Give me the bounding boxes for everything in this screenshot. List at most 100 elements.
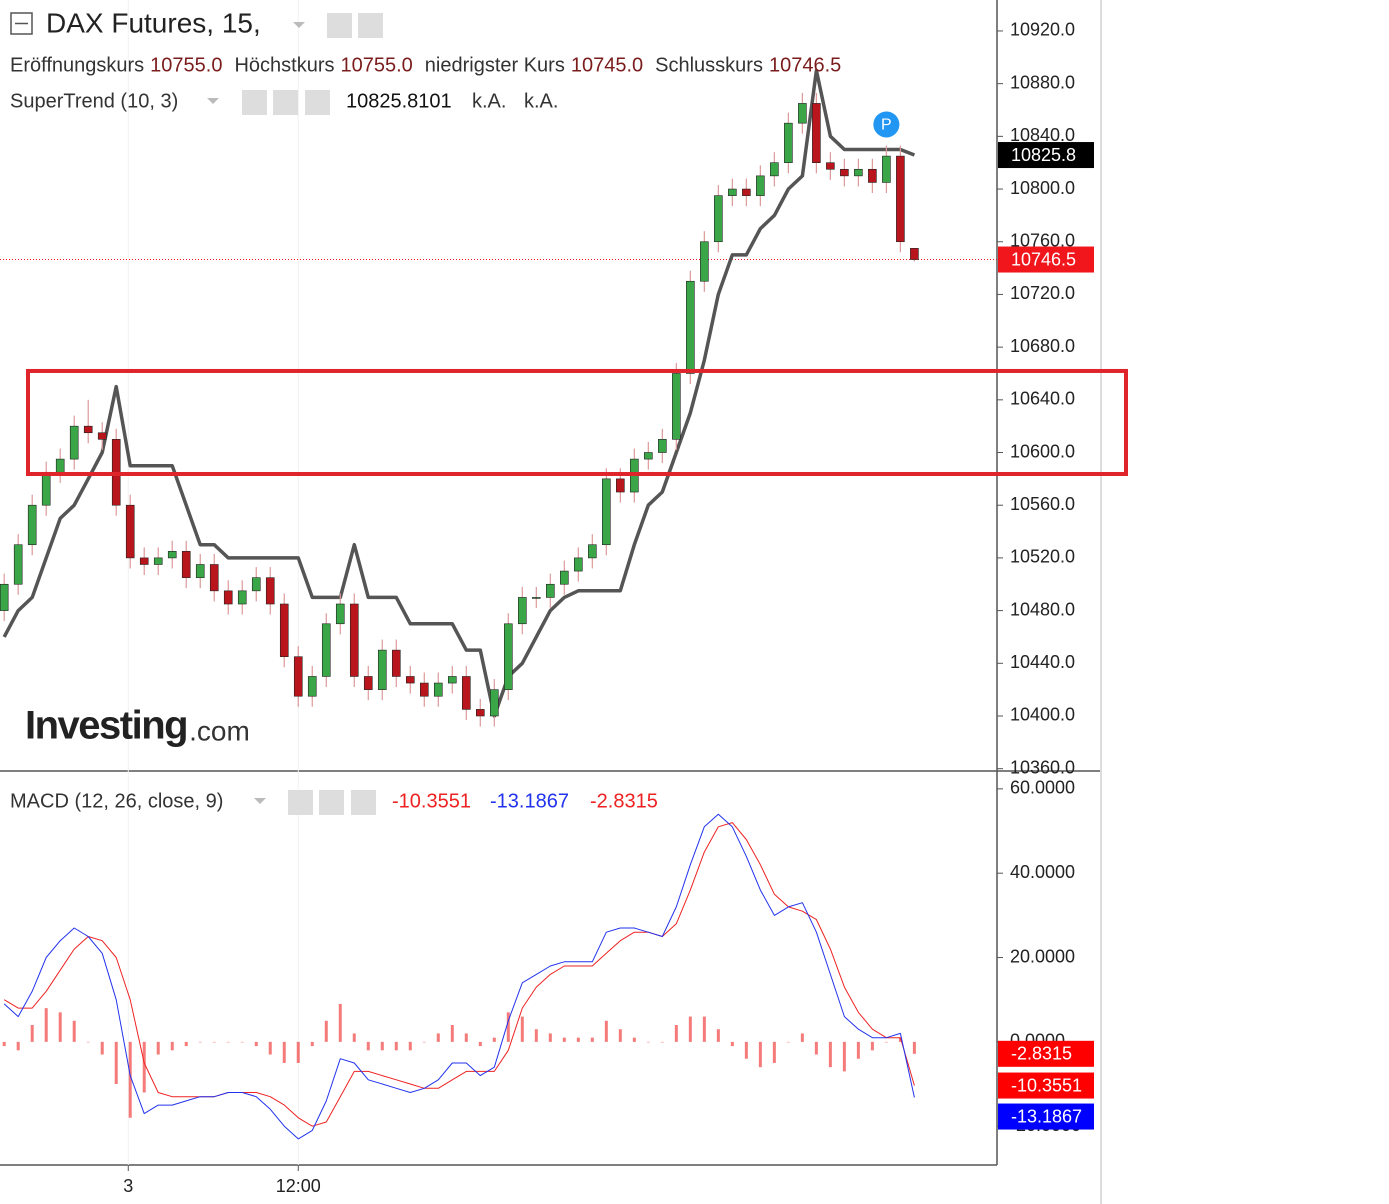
x-tick-label: 3 [123,1176,133,1196]
histogram-bar [842,1041,846,1072]
candle-body [644,452,653,460]
candle-body [826,162,835,170]
ohlc-label: Eröffnungskurs [10,54,144,76]
histogram-bar [408,1041,412,1051]
histogram-bar [520,1016,524,1042]
ohlc-value: 10746.5 [769,54,841,76]
candle-body [223,590,233,605]
macd-line [3,813,915,1140]
y-tick-label: 10680.0 [1010,336,1075,356]
candle-body [504,623,513,690]
price-badge-label: -13.1867 [1011,1106,1082,1126]
ohlc-value: 10755.0 [150,54,222,76]
y-tick-label: 10760.0 [1010,230,1075,250]
histogram-bar [814,1041,818,1055]
histogram-bar [730,1041,734,1047]
eye-icon[interactable] [242,90,267,115]
histogram-bar [912,1041,916,1054]
supertrend-na: k.A. [472,90,506,112]
candle-body [405,676,415,684]
candle-body [840,168,849,177]
candle-body [0,583,9,611]
eye-icon[interactable] [327,13,352,38]
y-tick-label: 10640.0 [1010,389,1075,409]
supertrend-na: k.A. [524,90,558,112]
candle-body [419,682,429,697]
dropdown-caret[interactable] [207,98,219,104]
candle-body [602,478,611,546]
y-tick-label: 10880.0 [1010,72,1075,92]
y-tick-label: 20.0000 [1010,946,1075,966]
candle-body [391,649,401,677]
histogram-bar [618,1029,622,1042]
ohlc-label: Schlusskurs [655,54,763,76]
candle-body [307,676,317,697]
candle-body [910,248,919,260]
candle-body [854,168,863,177]
collapse-icon[interactable] [10,12,33,35]
histogram-bar [828,1041,832,1068]
histogram-bar [212,1041,216,1043]
histogram-bar [604,1020,608,1042]
y-tick-label: 10920.0 [1010,20,1075,40]
histogram-bar [282,1041,286,1063]
candle-body [489,689,499,717]
histogram-bar [772,1041,776,1063]
price-badge-label: 10825.8 [1011,145,1076,165]
histogram-bar [898,1037,902,1042]
candle-body [475,709,485,717]
price-badge-label: 10746.5 [1011,249,1076,269]
histogram-bar [184,1041,188,1047]
candle-body [13,544,23,585]
histogram-bar [394,1041,398,1051]
y-tick-label: 40.0000 [1010,862,1075,882]
candle-body [882,155,891,183]
price-badge [998,246,1094,273]
histogram-bar [660,1041,664,1043]
candle-body [672,373,681,440]
histogram-bar [534,1029,538,1042]
histogram-bar [464,1033,468,1042]
histogram-bar [716,1029,720,1042]
eye-icon[interactable] [288,790,313,815]
histogram-bar [674,1025,678,1042]
dropdown-caret[interactable] [254,798,266,804]
settings-icon[interactable] [319,790,344,815]
histogram-bar [590,1037,594,1042]
candle-body [69,425,79,460]
signal-line [3,822,915,1127]
histogram-bar [800,1033,804,1042]
histogram-bar [870,1041,874,1051]
candle-body [139,557,149,565]
histogram-bar [58,1012,62,1042]
histogram-bar [2,1041,6,1047]
remove-icon[interactable] [351,790,376,815]
y-tick-label: 10360.0 [1010,757,1075,777]
candle-body [195,564,205,578]
x-tick-label: 12:00 [276,1176,321,1196]
histogram-bar [422,1041,426,1043]
settings-icon[interactable] [358,13,383,38]
pivot-marker-label: P [881,117,892,134]
y-tick-label: 10440.0 [1010,652,1075,672]
candle-body [41,471,51,506]
candle-body [237,590,247,605]
settings-icon[interactable] [273,90,298,115]
remove-icon[interactable] [305,90,330,115]
histogram-bar [170,1041,174,1051]
histogram-bar [478,1041,482,1047]
dropdown-caret[interactable] [293,22,305,28]
plot-layer: 3 12:00 10360.0 10400.0 10440.0 10480.0 10520.… [0,0,1128,1196]
histogram-bar [632,1037,636,1042]
macd-legend-value: -10.3551 [392,790,471,812]
price-badge-label: -10.3551 [1011,1075,1082,1095]
candle-body [574,557,583,572]
candle-body [784,122,793,163]
price-badge [998,1040,1094,1067]
histogram-bar [352,1033,356,1042]
histogram-bar [128,1041,132,1118]
histogram-bar [548,1033,552,1042]
candle-body [377,649,387,690]
histogram-bar [114,1041,118,1085]
